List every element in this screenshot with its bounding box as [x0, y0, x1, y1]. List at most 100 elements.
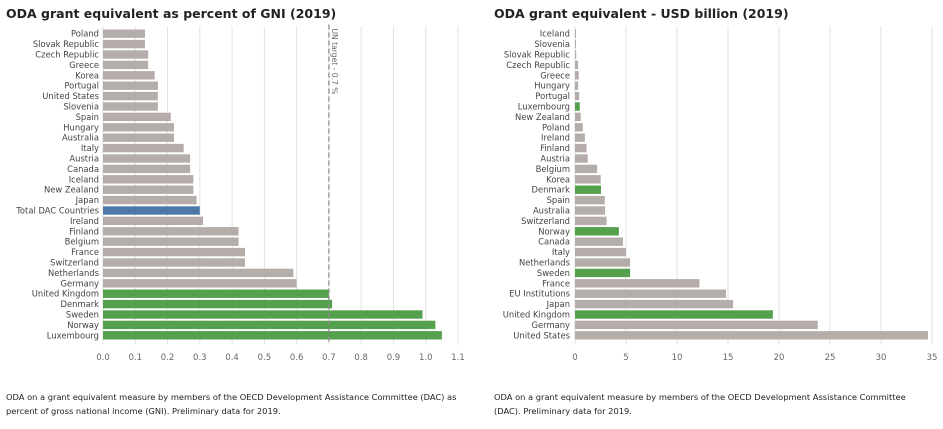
right-bar-australia: [575, 206, 606, 215]
right-bar-austria: [575, 154, 588, 163]
right-category-label: Korea: [546, 174, 570, 184]
left-bar-chart: 0.0 0.1 0.2 0.3 0.4 0.5 0.6 0.7 0.8 0.9 1.0 1.1 Pola…: [15, 24, 465, 363]
right-bar-eu-institutions: [575, 289, 726, 298]
right-category-label: Switzerland: [521, 216, 570, 226]
right-category-label: Canada: [538, 237, 570, 247]
left-bar-czech-republic: [103, 50, 149, 59]
left-x-tick-label: 0.2: [161, 353, 175, 363]
left-category-label: United Kingdom: [32, 289, 99, 299]
left-category-label: Netherlands: [48, 268, 99, 278]
left-category-label: Ireland: [70, 216, 99, 226]
un-target-label: UN target - 0.7 %: [330, 29, 339, 95]
right-bar-japan: [575, 299, 734, 309]
right-category-label: Ireland: [541, 133, 570, 143]
left-category-label: Italy: [81, 143, 99, 153]
left-bar-spain: [103, 112, 171, 122]
left-category-label: Portugal: [64, 81, 99, 91]
left-bar-hungary: [103, 123, 174, 132]
right-x-tick-label: 25: [825, 353, 836, 363]
right-category-label: Spain: [547, 195, 570, 205]
left-x-tick-label: 0.8: [354, 353, 368, 363]
left-category-label: Iceland: [69, 174, 99, 184]
right-chart-caption: ODA on a grant equivalent measure by mem…: [494, 392, 906, 416]
right-category-label: Hungary: [534, 81, 570, 91]
left-category-label: Australia: [62, 133, 99, 143]
left-category-label: Total DAC Countries: [15, 206, 99, 216]
right-bar-belgium: [575, 164, 598, 174]
left-bar-slovak-republic: [103, 39, 145, 49]
left-category-label: Slovak Republic: [33, 39, 100, 49]
right-category-label: Iceland: [540, 29, 570, 39]
right-bar-hungary: [575, 81, 579, 90]
left-category-label: Switzerland: [50, 258, 99, 268]
right-category-label: Portugal: [535, 91, 570, 101]
left-category-label: Belgium: [65, 237, 99, 247]
left-bar-portugal: [103, 81, 158, 90]
left-category-label: Greece: [69, 60, 99, 70]
right-category-label: EU Institutions: [509, 289, 570, 299]
right-bar-poland: [575, 123, 583, 132]
right-bar-ireland: [575, 133, 585, 142]
left-chart-title: ODA grant equivalent as percent of GNI (…: [6, 6, 337, 21]
right-bar-france: [575, 279, 700, 288]
right-category-label: Japan: [546, 299, 570, 309]
left-category-label: Luxembourg: [47, 330, 99, 340]
left-category-label: Finland: [69, 226, 99, 236]
left-bar-netherlands: [103, 268, 294, 278]
left-bar-switzerland: [103, 258, 245, 267]
right-bar-germany: [575, 320, 818, 330]
right-bar-finland: [575, 143, 587, 153]
right-bar-united-states: [575, 331, 928, 340]
left-category-label: Czech Republic: [35, 50, 99, 60]
right-category-label: Australia: [533, 206, 570, 216]
left-bar-total-dac-countries: [103, 206, 200, 215]
left-bar-united-kingdom: [103, 289, 329, 298]
left-category-label: Japan: [75, 195, 99, 205]
left-bar-norway: [103, 320, 436, 330]
left-x-tick-label: 0.4: [225, 353, 239, 363]
left-bar-japan: [103, 195, 197, 205]
left-bar-germany: [103, 279, 297, 288]
left-chart-caption: ODA on a grant equivalent measure by mem…: [6, 392, 457, 416]
right-category-label: Czech Republic: [506, 60, 570, 70]
left-category-label: Austria: [69, 154, 99, 164]
right-category-label: Luxembourg: [518, 102, 570, 112]
right-category-label: Finland: [540, 143, 570, 153]
left-bar-new-zealand: [103, 185, 194, 194]
left-x-tick-label: 1.1: [451, 353, 465, 363]
left-bar-slovenia: [103, 102, 158, 111]
right-bar-switzerland: [575, 216, 607, 226]
right-x-tick-label: 5: [623, 353, 628, 363]
left-x-tick-label: 0.6: [290, 353, 304, 363]
left-bar-italy: [103, 143, 184, 153]
right-chart-title: ODA grant equivalent - USD billion (2019…: [494, 6, 789, 21]
right-bar-spain: [575, 195, 605, 205]
right-category-label: Slovak Republic: [504, 50, 571, 60]
right-bar-luxembourg: [575, 102, 580, 111]
left-category-label: Germany: [61, 278, 100, 288]
left-x-tick-label: 0.0: [96, 353, 110, 363]
right-category-label: United Kingdom: [503, 310, 570, 320]
left-bar-poland: [103, 29, 145, 38]
right-bar-norway: [575, 227, 619, 236]
left-bar-united-states: [103, 91, 158, 101]
right-category-label: France: [542, 278, 570, 288]
left-x-tick-label: 0.5: [258, 353, 272, 363]
right-category-label: United States: [513, 330, 570, 340]
right-category-label: Austria: [540, 154, 570, 164]
left-bar-australia: [103, 133, 174, 142]
right-category-label: Greece: [540, 70, 570, 80]
left-bar-iceland: [103, 175, 194, 184]
left-x-tick-label: 0.1: [129, 353, 143, 363]
right-x-tick-label: 0: [572, 353, 577, 363]
left-bar-greece: [103, 60, 149, 70]
right-bar-korea: [575, 175, 601, 184]
right-x-tick-label: 35: [927, 353, 938, 363]
right-category-label: Italy: [552, 247, 570, 257]
right-category-label: Germany: [532, 320, 571, 330]
right-bar-slovak-republic: [575, 50, 577, 59]
left-x-tick-label: 0.7: [322, 353, 336, 363]
left-category-label: Denmark: [61, 299, 100, 309]
